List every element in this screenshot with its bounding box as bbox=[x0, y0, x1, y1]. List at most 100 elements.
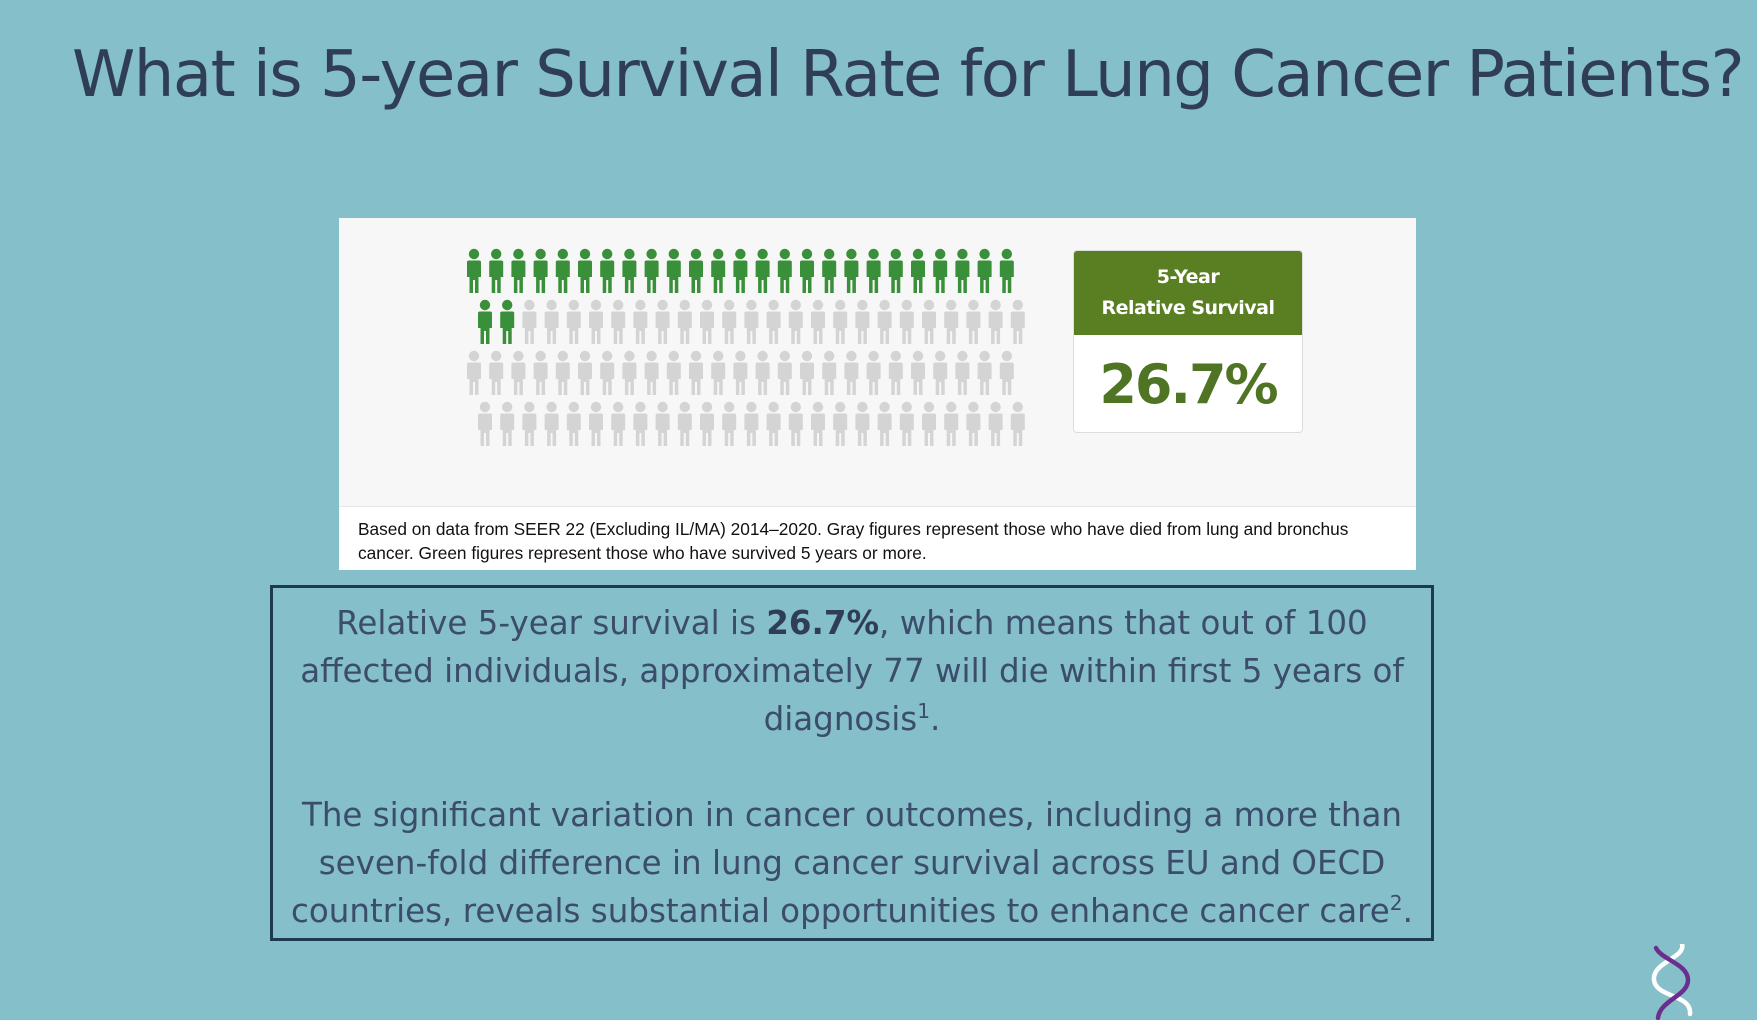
slide-title: What is 5-year Survival Rate for Lung Ca… bbox=[72, 38, 1745, 112]
deceased-figure bbox=[677, 401, 692, 446]
deceased-figure bbox=[977, 350, 992, 395]
survivor-figure bbox=[755, 248, 770, 293]
footnote-ref-1: 1 bbox=[917, 699, 931, 724]
survivor-figure bbox=[622, 248, 637, 293]
deceased-figure bbox=[933, 350, 948, 395]
deceased-figure bbox=[611, 299, 626, 344]
summary-p1-highlight: 26.7% bbox=[766, 604, 880, 642]
deceased-figure bbox=[811, 401, 825, 446]
deceased-figure bbox=[955, 350, 970, 395]
deceased-figure bbox=[544, 401, 559, 446]
deceased-figure bbox=[766, 299, 781, 344]
deceased-figure bbox=[478, 401, 492, 446]
deceased-figure bbox=[1010, 299, 1025, 344]
survival-badge: 5-Year Relative Survival 26.7% bbox=[1073, 250, 1303, 433]
deceased-figure bbox=[877, 401, 892, 446]
deceased-figure bbox=[744, 401, 759, 446]
deceased-figure bbox=[755, 350, 770, 395]
deceased-figure bbox=[700, 299, 714, 344]
survivor-figure bbox=[689, 248, 703, 293]
deceased-figure bbox=[555, 350, 570, 395]
survivor-figure bbox=[800, 248, 814, 293]
deceased-figure bbox=[999, 350, 1014, 395]
deceased-figure bbox=[600, 350, 615, 395]
deceased-figure bbox=[578, 350, 592, 395]
survivor-figure bbox=[467, 248, 481, 293]
survival-pictogram bbox=[467, 248, 1025, 446]
deceased-figure bbox=[1010, 401, 1025, 446]
deceased-figure bbox=[544, 299, 559, 344]
deceased-figure bbox=[788, 401, 803, 446]
deceased-figure bbox=[489, 350, 504, 395]
summary-paragraph-2: The significant variation in cancer outc… bbox=[287, 791, 1417, 935]
deceased-figure bbox=[633, 401, 648, 446]
survivor-figure bbox=[555, 248, 570, 293]
deceased-figure bbox=[988, 299, 1003, 344]
deceased-figure bbox=[800, 350, 814, 395]
deceased-figure bbox=[877, 299, 892, 344]
survivor-figure bbox=[489, 248, 504, 293]
survivor-figure bbox=[644, 248, 659, 293]
survivor-figure bbox=[911, 248, 925, 293]
summary-p2-text: The significant variation in cancer outc… bbox=[291, 796, 1403, 930]
deceased-figure bbox=[744, 299, 759, 344]
deceased-figure bbox=[922, 299, 936, 344]
badge-label-line1: 5-Year bbox=[1156, 266, 1220, 288]
survivor-figure bbox=[777, 248, 792, 293]
survivor-figure bbox=[733, 248, 748, 293]
survivor-figure bbox=[822, 248, 837, 293]
deceased-figure bbox=[944, 299, 959, 344]
deceased-figure bbox=[633, 299, 648, 344]
deceased-figure bbox=[622, 350, 637, 395]
summary-p1-text: Relative 5-year survival is bbox=[336, 604, 767, 642]
deceased-figure bbox=[689, 350, 703, 395]
survivor-figure bbox=[578, 248, 592, 293]
summary-p1-period: . bbox=[930, 700, 941, 738]
figure-caption: Based on data from SEER 22 (Excluding IL… bbox=[339, 506, 1416, 570]
deceased-figure bbox=[766, 401, 781, 446]
deceased-figure bbox=[944, 401, 959, 446]
survivor-figure bbox=[977, 248, 992, 293]
survivor-figure bbox=[711, 248, 726, 293]
deceased-figure bbox=[855, 401, 870, 446]
deceased-figure bbox=[655, 299, 670, 344]
deceased-figure bbox=[966, 299, 981, 344]
survivor-figure bbox=[866, 248, 881, 293]
deceased-figure bbox=[533, 350, 548, 395]
deceased-figure bbox=[566, 299, 581, 344]
badge-header: 5-Year Relative Survival bbox=[1074, 251, 1302, 335]
deceased-figure bbox=[666, 350, 681, 395]
deceased-figure bbox=[722, 299, 737, 344]
badge-value: 26.7% bbox=[1099, 352, 1278, 416]
deceased-figure bbox=[855, 299, 870, 344]
badge-label-line2: Relative Survival bbox=[1101, 297, 1275, 319]
deceased-figure bbox=[522, 299, 537, 344]
survivor-figure bbox=[999, 248, 1014, 293]
survivor-figure bbox=[600, 248, 615, 293]
deceased-figure bbox=[777, 350, 792, 395]
deceased-figure bbox=[589, 299, 603, 344]
survivor-figure bbox=[533, 248, 548, 293]
dna-helix-logo-icon bbox=[1651, 944, 1693, 1020]
deceased-figure bbox=[700, 401, 714, 446]
deceased-figure bbox=[733, 350, 748, 395]
deceased-figure bbox=[899, 299, 914, 344]
summary-box: Relative 5-year survival is 26.7%, which… bbox=[270, 585, 1434, 941]
deceased-figure bbox=[988, 401, 1003, 446]
deceased-figure bbox=[888, 350, 903, 395]
survivor-figure bbox=[955, 248, 970, 293]
survivor-figure bbox=[478, 299, 492, 344]
deceased-figure bbox=[522, 401, 537, 446]
deceased-figure bbox=[589, 401, 603, 446]
deceased-figure bbox=[922, 401, 936, 446]
deceased-figure bbox=[966, 401, 981, 446]
deceased-figure bbox=[467, 350, 481, 395]
deceased-figure bbox=[822, 350, 837, 395]
deceased-figure bbox=[566, 401, 581, 446]
summary-p2-period: . bbox=[1402, 892, 1413, 930]
survivor-figure bbox=[888, 248, 903, 293]
deceased-figure bbox=[811, 299, 825, 344]
survivor-figure bbox=[500, 299, 515, 344]
deceased-figure bbox=[611, 401, 626, 446]
survival-figure: 5-Year Relative Survival 26.7% Based on … bbox=[339, 218, 1416, 570]
